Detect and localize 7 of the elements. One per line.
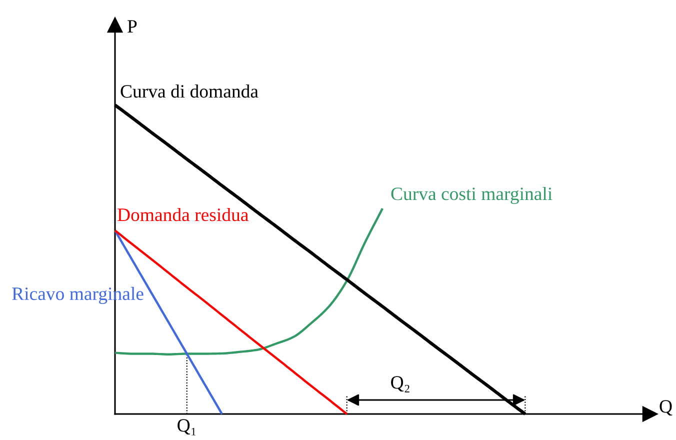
series-label: Curva costi marginali	[391, 186, 552, 204]
series-label: Domanda residua	[118, 208, 248, 222]
text: Q₁	[178, 419, 196, 436]
x-axis-title: Q	[660, 400, 672, 416]
annotation: Q₂	[391, 376, 410, 392]
series-label: Curva di domanda	[120, 84, 258, 98]
y-axis-title: P	[128, 20, 137, 33]
